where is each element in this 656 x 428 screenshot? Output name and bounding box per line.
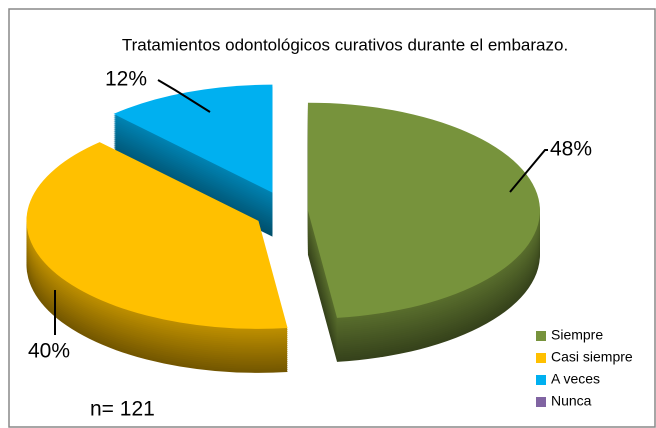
slice-top: [26, 142, 288, 329]
slice: [307, 102, 540, 362]
legend-label: Casi siempre: [551, 349, 633, 365]
pie: [26, 84, 540, 373]
legend-label: A veces: [551, 371, 600, 387]
annotation: n= 121: [90, 398, 155, 421]
data-label: 40%: [28, 340, 70, 363]
legend-swatch: [536, 353, 546, 363]
legend-swatch: [536, 397, 546, 407]
chart-title: Tratamientos odontológicos curativos dur…: [122, 35, 568, 54]
legend-label: Nunca: [551, 393, 592, 409]
slice: [113, 84, 273, 237]
leader-line: [509, 149, 548, 193]
slice: [26, 142, 288, 373]
slice-top: [113, 84, 273, 193]
leader-line: [157, 79, 211, 113]
data-label: 12%: [105, 68, 147, 91]
slice-top: [307, 102, 540, 318]
legend: Siempre Casi siempre A veces Nunca: [536, 327, 633, 409]
legend-swatch: [536, 331, 546, 341]
legend-swatch: [536, 375, 546, 385]
legend-label: Siempre: [551, 327, 603, 343]
data-label: 48%: [550, 138, 592, 161]
